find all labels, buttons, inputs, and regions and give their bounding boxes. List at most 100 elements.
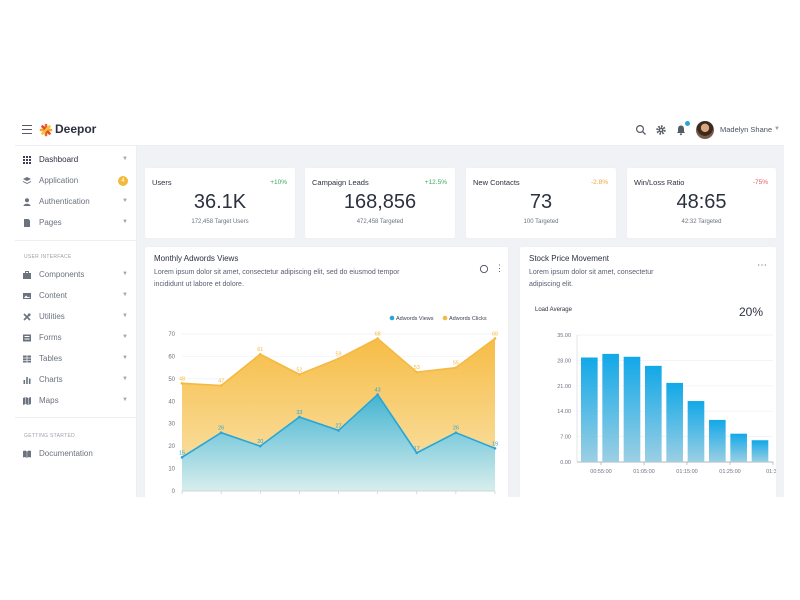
grid-icon [23,156,31,164]
x-tick-label: 01:25:00 [719,469,740,475]
area-fill-adwords-views [182,394,495,491]
user-icon [23,198,31,206]
sidebar-item-label: Content [39,291,68,300]
legend-label: Adwords Views [396,316,434,322]
x-tick-label: 00:55:00 [590,469,611,475]
sidebar-item-forms[interactable]: Forms ▼ [15,328,136,348]
more-horizontal-icon[interactable]: ⋯ [757,260,767,271]
stat-value: 36.1K [193,191,247,213]
stat-value: 73 [529,191,553,213]
sidebar-item-maps[interactable]: Maps ▼ [15,391,136,411]
y-tick-label: 40 [168,399,175,405]
y-tick-label: 28.00 [557,358,571,364]
data-label: 68 [375,331,381,337]
more-vertical-icon[interactable]: ⋮ [495,263,504,273]
search-icon[interactable] [635,124,647,136]
app-shell: Deepor Madelyn Shane ▼ Dashboard ▼ Appli… [15,115,784,497]
sidebar-item-application[interactable]: Application 4 [15,171,136,191]
legend-marker [389,315,395,321]
sidebar-item-content[interactable]: Content ▼ [15,286,136,306]
panel-title: Stock Price Movement [529,254,610,263]
x-tick-label: 01:05:00 [633,469,654,475]
form-icon [23,334,31,342]
circle-icon[interactable] [479,264,489,274]
sidebar-item-label: Utilities [39,312,65,321]
sidebar-item-documentation[interactable]: Documentation [15,444,136,464]
sidebar-item-label: Authentication [39,197,90,206]
data-label: 33 [296,410,302,416]
data-label: 15 [179,450,185,456]
divider [15,417,136,418]
stat-card-new-contacts: New Contacts -2.8% 73 100 Targeted [466,168,616,238]
y-tick-label: 20 [168,444,175,450]
menu-icon[interactable] [22,125,32,134]
data-label: 43 [375,388,381,394]
chevron-down-icon[interactable]: ▼ [774,126,780,132]
data-point [298,415,301,419]
adwords-panel: Monthly Adwords Views Lorem ipsum dolor … [145,247,508,497]
bell-icon[interactable] [675,124,687,136]
data-label: 20 [257,439,263,445]
data-label: 53 [414,365,420,371]
y-tick-label: 30 [168,422,175,428]
sidebar-item-tables[interactable]: Tables ▼ [15,349,136,369]
sidebar-item-label: Forms [39,333,62,342]
description-line: Lorem ipsum dolor sit amet, consectetur … [154,269,400,276]
sidebar-item-label: Pages [39,218,62,227]
gear-icon[interactable] [655,124,667,136]
chevron-down-icon: ▼ [122,376,128,382]
y-tick-label: 60 [168,354,175,360]
map-icon [23,397,31,405]
bar [623,356,641,462]
stat-card-win-loss: Win/Loss Ratio -75% 48:65 42:32 Targeted [627,168,776,238]
data-point [258,352,262,356]
stat-delta: +12.5% [424,179,447,186]
panel-description: Lorem ipsum dolor sit amet, consectetur … [529,267,654,291]
data-label: 17 [414,446,420,452]
y-tick-label: 35.00 [557,333,571,339]
sidebar-item-label: Documentation [39,449,93,458]
bar-chart-icon [23,377,31,384]
data-label: 26 [218,426,224,432]
data-label: 68 [492,331,498,337]
load-average-label: Load Average [535,307,572,313]
stat-subtitle: 172,458 Target Users [191,219,249,225]
user-name[interactable]: Madelyn Shane [720,125,773,134]
count-badge: 4 [118,176,128,186]
data-point [454,431,458,434]
data-point [180,382,184,385]
avatar[interactable] [696,121,714,139]
stat-delta: -75% [752,179,768,186]
sidebar-item-charts[interactable]: Charts ▼ [15,370,136,390]
chevron-down-icon: ▼ [122,198,128,204]
data-point [493,447,497,450]
data-point [415,451,419,455]
chevron-down-icon: ▼ [122,219,128,225]
bar [709,419,726,462]
stat-value: 48:65 [676,191,727,213]
load-average-value: 20% [739,305,764,319]
chevron-down-icon: ▼ [122,355,128,361]
sidebar-item-pages[interactable]: Pages ▼ [15,213,136,233]
y-tick-label: 14.00 [557,409,571,415]
stat-title: Users [152,178,172,187]
chevron-down-icon: ▼ [122,313,128,319]
logo-icon [39,123,53,137]
sidebar-item-components[interactable]: Components ▼ [15,265,136,285]
chevron-down-icon: ▼ [122,156,128,162]
data-point [180,456,184,459]
stat-value: 168,856 [343,191,417,213]
data-label: 55 [453,361,459,367]
data-point [415,370,419,374]
chevron-down-icon: ▼ [122,397,128,403]
data-label: 47 [218,379,224,385]
image-icon [23,293,31,299]
sidebar-item-utilities[interactable]: Utilities ▼ [15,307,136,327]
sidebar-item-authentication[interactable]: Authentication ▼ [15,192,136,212]
stat-card-users: Users +10% 36.1K 172,458 Target Users [145,168,295,238]
data-point [493,337,497,340]
bar [730,433,747,462]
data-point [258,444,262,448]
sidebar-item-dashboard[interactable]: Dashboard ▼ [15,150,136,170]
sidebar-item-label: Components [39,270,85,279]
